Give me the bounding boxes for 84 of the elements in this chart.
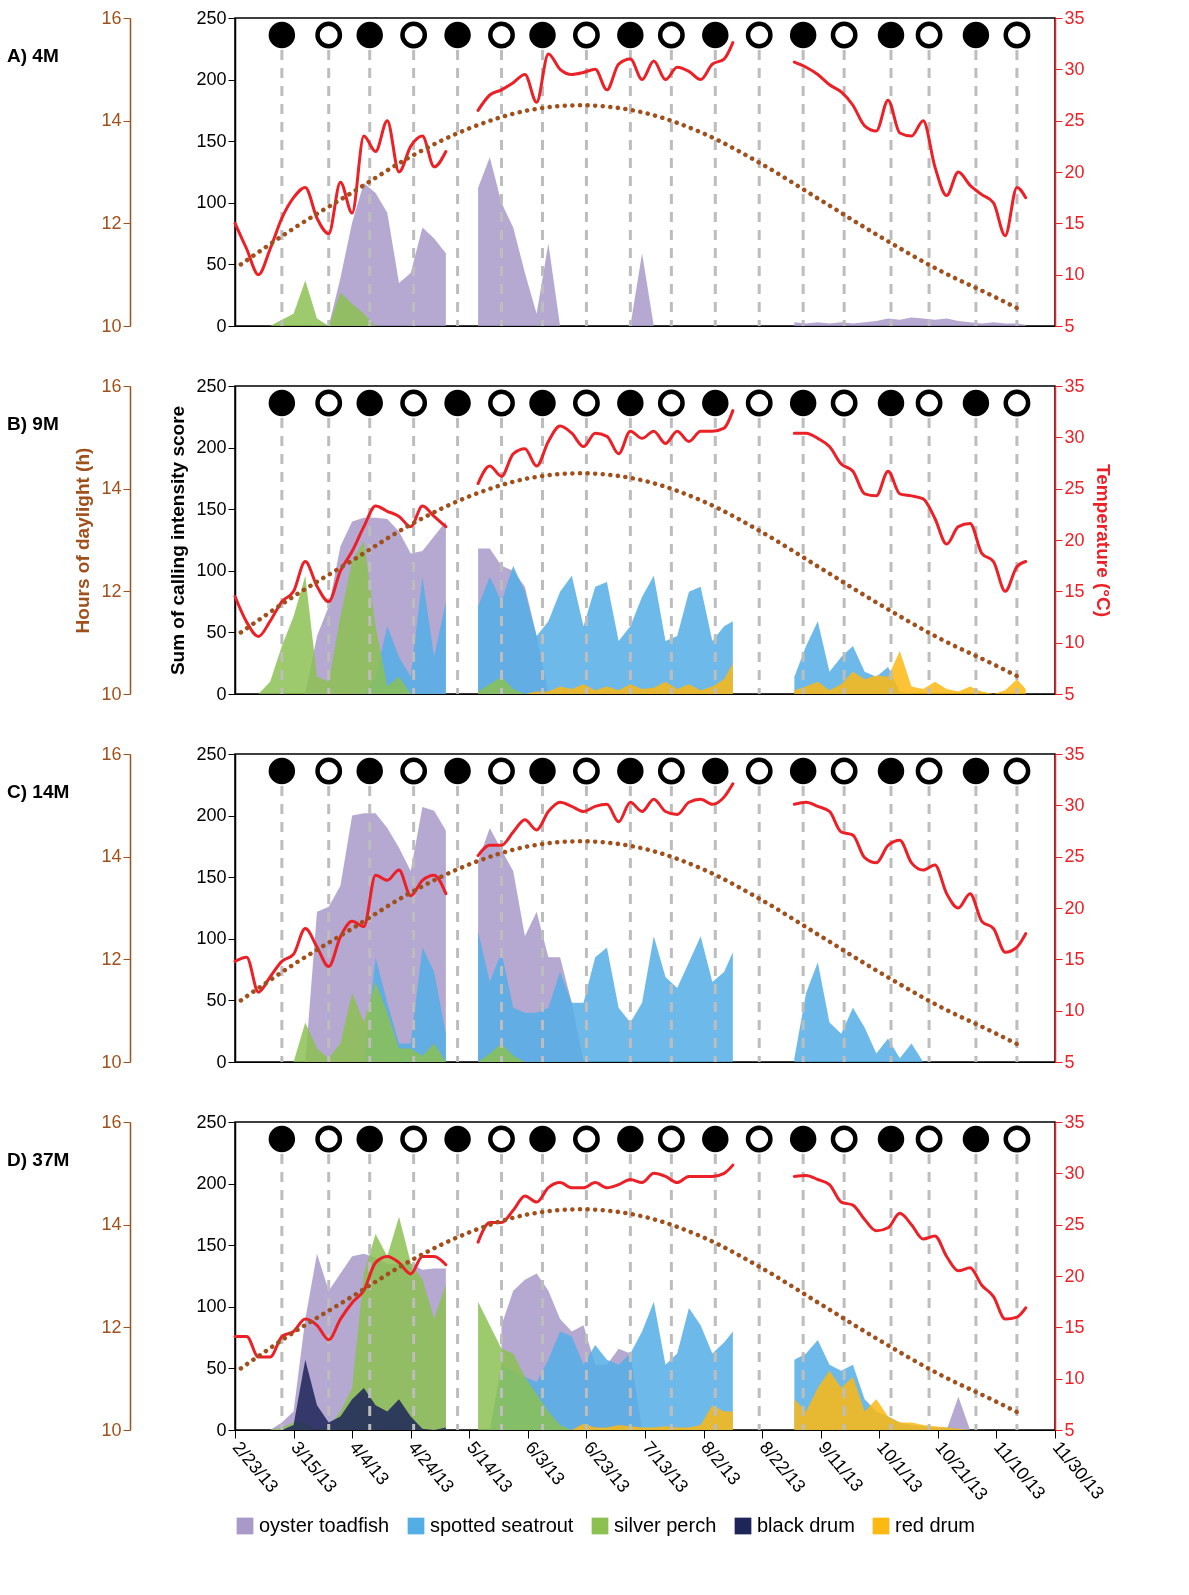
y2-tick-label: 30 bbox=[1064, 1162, 1085, 1183]
y2-tick-label: 25 bbox=[1064, 846, 1085, 867]
y3-tick-label: 12 bbox=[101, 948, 122, 969]
y3-tick-label: 10 bbox=[101, 315, 122, 336]
y3-tick-label: 12 bbox=[101, 212, 122, 233]
y-tick-label: 200 bbox=[196, 805, 227, 826]
y-tick-label: 50 bbox=[206, 253, 227, 274]
y3-tick-label: 14 bbox=[101, 846, 122, 867]
y-tick-label: 100 bbox=[196, 928, 227, 949]
y3-tick-label: 14 bbox=[101, 478, 122, 499]
y3-tick-label: 10 bbox=[101, 683, 122, 704]
y-tick-label: 0 bbox=[216, 1051, 227, 1072]
y2-tick-label: 30 bbox=[1064, 58, 1085, 79]
y3-tick-label: 16 bbox=[101, 1111, 122, 1132]
y2-tick-label: 25 bbox=[1064, 110, 1085, 131]
y-tick-label: 0 bbox=[216, 315, 227, 336]
legend-label: silver perch bbox=[614, 1514, 717, 1536]
y-tick-label: 100 bbox=[196, 192, 227, 213]
y2-tick-label: 35 bbox=[1064, 7, 1085, 28]
y2-tick-label: 10 bbox=[1064, 264, 1085, 285]
y3-tick-label: 14 bbox=[101, 110, 122, 131]
y2-tick-label: 15 bbox=[1064, 580, 1085, 601]
y2-tick-label: 10 bbox=[1064, 632, 1085, 653]
y-tick-label: 0 bbox=[216, 1419, 227, 1440]
y2-tick-label: 35 bbox=[1064, 743, 1085, 764]
text: A) 4M bbox=[7, 45, 59, 66]
line-series bbox=[238, 103, 1020, 311]
y2-tick-label: 25 bbox=[1064, 478, 1085, 499]
y3-tick-label: 10 bbox=[101, 1051, 122, 1072]
y2-tick-label: 35 bbox=[1064, 1111, 1085, 1132]
y-tick-label: 250 bbox=[196, 743, 227, 764]
y2-axis-title: Temperature (°C) bbox=[1092, 464, 1114, 617]
y-tick-label: 200 bbox=[196, 69, 227, 90]
y3-tick-label: 16 bbox=[101, 375, 122, 396]
y3-axis-title: Hours of daylight (h) bbox=[72, 447, 94, 634]
y3-tick-label: 16 bbox=[101, 743, 122, 764]
y2-tick-label: 5 bbox=[1064, 683, 1075, 704]
y2-tick-label: 20 bbox=[1064, 897, 1085, 918]
y-tick-label: 200 bbox=[196, 437, 227, 458]
y-tick-label: 250 bbox=[196, 375, 227, 396]
y-tick-label: 250 bbox=[196, 7, 227, 28]
y2-tick-label: 15 bbox=[1064, 948, 1085, 969]
legend-label: spotted seatrout bbox=[430, 1514, 574, 1536]
y-tick-label: 50 bbox=[206, 1357, 227, 1378]
line-series bbox=[238, 471, 1020, 679]
text: C) 14M bbox=[7, 781, 70, 802]
text: B) 9M bbox=[7, 413, 59, 434]
y-tick-label: 200 bbox=[196, 1173, 227, 1194]
y-tick-label: 250 bbox=[196, 1111, 227, 1132]
y2-tick-label: 20 bbox=[1064, 529, 1085, 550]
legend-label: black drum bbox=[757, 1514, 855, 1536]
y3-tick-label: 14 bbox=[101, 1214, 122, 1235]
line-series bbox=[238, 1207, 1020, 1415]
y2-tick-label: 5 bbox=[1064, 315, 1075, 336]
y2-tick-label: 15 bbox=[1064, 212, 1085, 233]
y2-tick-label: 35 bbox=[1064, 375, 1085, 396]
y2-tick-label: 20 bbox=[1064, 1265, 1085, 1286]
y2-tick-label: 5 bbox=[1064, 1051, 1075, 1072]
y-tick-label: 150 bbox=[196, 498, 227, 519]
y2-tick-label: 20 bbox=[1064, 161, 1085, 182]
y-tick-label: 50 bbox=[206, 989, 227, 1010]
y2-tick-label: 25 bbox=[1064, 1214, 1085, 1235]
y-tick-label: 50 bbox=[206, 621, 227, 642]
y2-tick-label: 10 bbox=[1064, 1000, 1085, 1021]
legend-label: red drum bbox=[895, 1514, 976, 1536]
y2-tick-label: 30 bbox=[1064, 794, 1085, 815]
y3-tick-label: 10 bbox=[101, 1419, 122, 1440]
text: D) 37M bbox=[7, 1149, 70, 1170]
y-tick-label: 150 bbox=[196, 1234, 227, 1255]
y3-tick-label: 16 bbox=[101, 7, 122, 28]
legend-label: oyster toadfish bbox=[259, 1514, 390, 1536]
line-series bbox=[238, 839, 1020, 1047]
y3-tick-label: 12 bbox=[101, 1316, 122, 1337]
y2-tick-label: 15 bbox=[1064, 1316, 1085, 1337]
y-tick-label: 0 bbox=[216, 683, 227, 704]
y-tick-label: 150 bbox=[196, 130, 227, 151]
y2-tick-label: 10 bbox=[1064, 1368, 1085, 1389]
y-tick-label: 150 bbox=[196, 866, 227, 887]
y2-tick-label: 30 bbox=[1064, 426, 1085, 447]
y3-tick-label: 12 bbox=[101, 580, 122, 601]
y-tick-label: 100 bbox=[196, 560, 227, 581]
y-tick-label: 100 bbox=[196, 1296, 227, 1317]
y-axis-title: Sum of calling intensity score bbox=[167, 405, 189, 676]
y2-tick-label: 5 bbox=[1064, 1419, 1075, 1440]
